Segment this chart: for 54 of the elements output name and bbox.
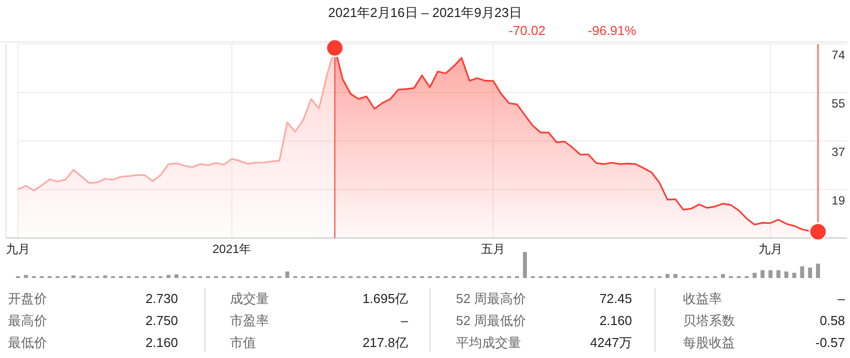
bar bbox=[522, 252, 527, 278]
text: 2.160 bbox=[599, 313, 632, 328]
text: – bbox=[838, 291, 846, 306]
x-tick-label: 五月 bbox=[481, 242, 506, 256]
bar bbox=[720, 274, 725, 278]
text: 1.695亿 bbox=[362, 291, 408, 306]
bar bbox=[792, 272, 796, 278]
text: 开盘价 bbox=[8, 291, 47, 306]
bar bbox=[768, 270, 772, 278]
text: 每股收益 bbox=[683, 335, 735, 350]
bar bbox=[666, 274, 670, 278]
chart-title: 2021年2月16日 – 2021年9月23日 bbox=[328, 5, 522, 20]
bar bbox=[752, 272, 757, 278]
bar bbox=[808, 268, 812, 278]
y-tick-label: 19 bbox=[832, 194, 846, 208]
bar bbox=[760, 270, 765, 278]
bar bbox=[103, 275, 108, 278]
text: 4247万 bbox=[590, 335, 632, 350]
text: 最高价 bbox=[8, 313, 47, 328]
text: 72.45 bbox=[599, 291, 632, 306]
text: -70.02 bbox=[508, 23, 546, 38]
text: 2.160 bbox=[145, 335, 178, 350]
text: 52 周最低价 bbox=[456, 313, 526, 328]
bar bbox=[784, 272, 788, 278]
x-tick-label: 九月 bbox=[6, 242, 30, 256]
bar bbox=[166, 274, 170, 278]
text: 2.730 bbox=[145, 291, 178, 306]
text: 2.750 bbox=[145, 313, 178, 328]
bar bbox=[24, 274, 28, 278]
text: 平均成交量 bbox=[456, 335, 521, 350]
bar bbox=[816, 264, 820, 278]
text: 市值 bbox=[230, 335, 256, 350]
bar bbox=[71, 275, 76, 278]
text: 52 周最高价 bbox=[456, 291, 526, 306]
text: 市盈率 bbox=[230, 313, 269, 328]
x-tick-label: 2021年 bbox=[212, 242, 252, 256]
bar bbox=[800, 266, 804, 278]
bar bbox=[776, 270, 780, 278]
text: 最低价 bbox=[8, 335, 47, 350]
text: -96.91% bbox=[588, 23, 637, 38]
text: 收益率 bbox=[683, 291, 722, 306]
text: 成交量 bbox=[230, 291, 269, 306]
text: 217.8亿 bbox=[362, 335, 408, 350]
text: -0.57 bbox=[815, 335, 845, 350]
y-tick-label: 74 bbox=[832, 48, 846, 62]
y-tick-label: 37 bbox=[832, 145, 846, 159]
text: 贝塔系数 bbox=[683, 313, 735, 328]
text: 0.58 bbox=[820, 313, 845, 328]
bar bbox=[174, 274, 178, 278]
y-tick-label: 55 bbox=[832, 96, 846, 110]
x-tick-label: 九月 bbox=[758, 242, 782, 256]
bar bbox=[673, 274, 678, 278]
text: – bbox=[400, 313, 409, 328]
bar bbox=[285, 272, 290, 278]
